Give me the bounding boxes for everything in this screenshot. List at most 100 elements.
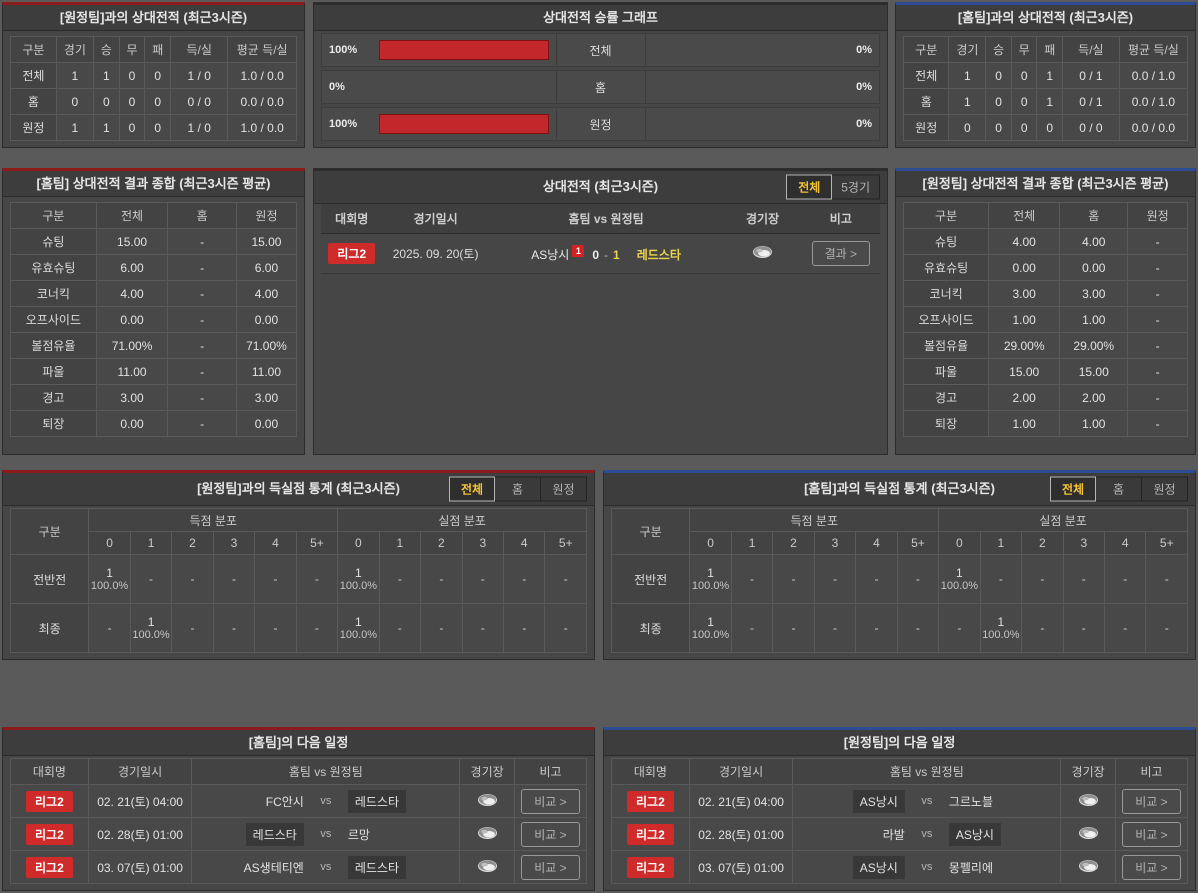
compare-button[interactable]: 비교 > [521,854,580,880]
panel-title: [원정팀]과의 득실점 통계 (최근3시즌) [197,481,400,496]
score-column-header: 2 [772,531,815,555]
stat-cell: 2.00 [1059,384,1129,411]
stat-cell: 0 [144,114,172,141]
right-percent-label: 0% [856,118,872,130]
distribution-cell: - [813,554,857,604]
table-row: 유효슈팅 0.00 0.00- [902,254,1188,281]
header-row: 대회명 경기일시 홈팀 vs 원정팀 경기장 비고 [611,758,1189,785]
group-header-row: 구분 득점 분포 실점 분포 [9,508,587,555]
left-percent-label: 100% [329,44,358,56]
result-button[interactable]: 결과 > [811,241,871,266]
column-header: 대회명 [611,758,690,785]
compare-button[interactable]: 비교 > [521,788,580,814]
table-row: 파울 15.00 15.00- [902,358,1188,385]
table-row: 전체 1 0 0 1 0 / 1 0.0 / 1.0 [902,62,1189,89]
column-header: 원정 [1127,202,1188,229]
vs-label: vs [921,795,933,807]
stadium-icon[interactable] [1078,859,1099,876]
schedule-row: 리그2 02. 28(토) 01:00 레드스타 vs 르망 비교 > [10,817,588,851]
distribution-cell: - [503,603,546,653]
stadium-icon[interactable] [752,245,773,262]
stadium-icon[interactable] [1078,793,1099,810]
schedule-away-table: 대회명 경기일시 홈팀 vs 원정팀 경기장 비고 리그2 02. 21(토) 04:00 A… [604,756,1195,886]
stadium-icon[interactable] [477,793,498,810]
panel-h2h-match-list: 상대전적 (최근3시즌) 전체 5경기 대회명 경기일시 홈팀 vs 원정팀 경기장 비고… [313,168,888,455]
filter-tab[interactable]: 전체 [786,174,833,200]
home-team-name: AS낭시 [852,789,905,813]
away-team-name: 몽펠리에 [948,860,994,875]
column-header: 홈 [1059,202,1129,229]
distribution-cell: - [896,554,940,604]
score-column-header: 5+ [544,531,587,555]
column-header: 홈팀 vs 원정팀 [191,758,461,785]
panel-title: [원정팀] 상대전적 결과 종합 (최근3시즌 평균) [896,171,1195,197]
filter-tab[interactable]: 전체 [449,476,495,502]
distribution-cell: - [855,554,898,604]
league-badge: 리그2 [626,856,674,878]
filter-tab[interactable]: 원정 [541,476,587,502]
compare-button[interactable]: 비교 > [1122,854,1181,880]
row-label: 파울 [10,358,97,385]
filter-tab[interactable]: 5경기 [832,174,880,200]
stat-cell: 4.00 [95,280,169,307]
stat-cell: 0.00 [1059,254,1129,281]
left-percent-label: 100% [329,118,358,130]
stat-cell: 0 [144,88,172,115]
stat-cell: 0 / 0 [1061,114,1120,141]
table-row: 코너킥 3.00 3.00- [902,280,1188,307]
stadium-icon[interactable] [1078,826,1099,843]
score-column-header: 0 [88,531,131,555]
away-team-name: 그르노블 [948,794,994,809]
score-column-header: 5+ [1145,531,1188,555]
stat-cell: 0.00 [235,306,298,333]
stat-cell: 0.00 [95,306,169,333]
home-team-name: 라발 [882,827,905,842]
stat-cell: 6.00 [95,254,169,281]
stat-cell: 0 [985,88,1012,115]
away-team-name: 레드스타 [636,247,681,262]
column-header: 비고 [513,758,588,785]
distribution-cell: - [1062,554,1106,604]
table-row: 원정 1 1 0 0 1 / 0 1.0 / 0.0 [10,114,297,141]
stat-cell: 3.00 [95,384,169,411]
stat-cell: 11.00 [235,358,298,385]
stadium-icon[interactable] [477,826,498,843]
distribution-cell: - [171,554,214,604]
table-row: 슈팅 4.00 4.00- [902,228,1188,255]
stat-cell: 15.00 [1059,358,1129,385]
stat-cell: 1 [55,114,94,141]
table-row: 최종 -1 100.0% - - - -1 100.0% - - - - - [9,603,587,653]
stat-cell: 3.00 [235,384,298,411]
panel-winrate-graph: 상대전적 승률 그래프 100% 전체 0% 0% 홈 0% 100% 원정 0% [313,2,888,148]
header-row: 구분 경기 승 무 패 득/실 평균 득/실 [10,36,297,63]
filter-tab[interactable]: 전체 [1050,476,1096,502]
right-bar-area: 0% [646,34,880,66]
panel-title: [홈팀]의 다음 일정 [3,730,594,756]
column-header: 구분 [10,36,57,63]
column-header: 원정 [235,202,298,229]
home-team-name: AS낭시 [852,855,905,879]
column-header: 구분 [902,36,950,63]
stat-cell: 0 [1036,114,1063,141]
stat-cell: 1 [92,62,120,89]
stat-cell: 0.00 [95,410,169,437]
score-column-header: 1 [730,531,774,555]
stat-cell: 1 [92,114,120,141]
row-label: 홈 [902,88,950,115]
score-column-header: 1 [979,531,1023,555]
filter-tab[interactable]: 홈 [1096,476,1142,502]
compare-button[interactable]: 비교 > [1122,821,1181,847]
compare-button[interactable]: 비교 > [1122,788,1181,814]
column-header: 대회명 [335,212,369,226]
stat-cell: 4.00 [1059,228,1129,255]
schedule-row: 리그2 03. 07(토) 01:00 AS생테티엔 vs 레드스타 비교 > [10,850,588,884]
compare-button[interactable]: 비교 > [521,821,580,847]
stat-cell: 4.00 [988,228,1061,255]
distribution-cell: - [772,603,815,653]
stat-cell: - [1127,410,1188,437]
distribution-cell: - [1062,603,1106,653]
stat-cell: 0 [118,88,146,115]
filter-tab[interactable]: 원정 [1142,476,1188,502]
filter-tab[interactable]: 홈 [495,476,541,502]
stadium-icon[interactable] [477,859,498,876]
